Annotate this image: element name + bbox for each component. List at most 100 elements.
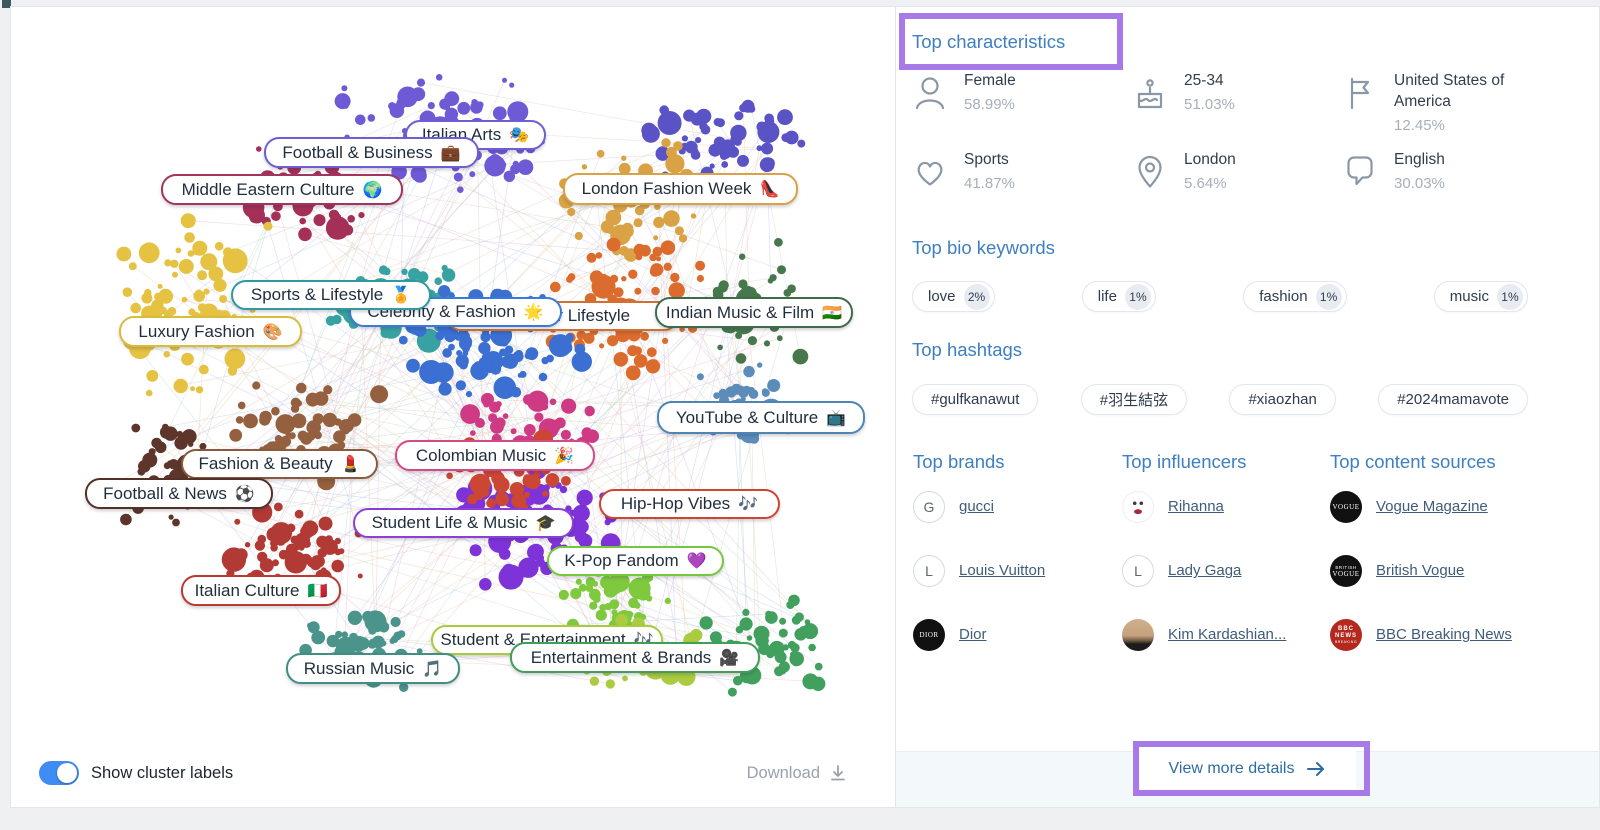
view-more-details-button[interactable]: View more details bbox=[1140, 748, 1356, 789]
cluster-label-italian-culture[interactable]: Italian Culture 🇮🇹 bbox=[181, 575, 341, 606]
cluster-label-text: Fashion & Beauty bbox=[198, 454, 333, 473]
show-cluster-labels-toggle[interactable] bbox=[39, 761, 79, 785]
hashtags-row: #gulfkanawut #羽生結弦 #xiaozhan #2024mamavote bbox=[912, 384, 1528, 415]
cluster-label-colombian-music[interactable]: Colombian Music 🎉 bbox=[395, 440, 595, 471]
entity-link-gucci[interactable]: gucci bbox=[959, 498, 995, 516]
cluster-label-fashion-beauty[interactable]: Fashion & Beauty 💄 bbox=[181, 449, 378, 479]
luxury-fashion-emoji-icon: 🎨 bbox=[262, 323, 283, 341]
bio-keyword-pill-music: music 1% bbox=[1433, 281, 1528, 312]
cluster-label-football-news[interactable]: Football & News ⚽ bbox=[85, 478, 273, 509]
italian-culture-emoji-icon: 🇮🇹 bbox=[307, 582, 328, 600]
column-heading: Top influencers bbox=[1122, 451, 1247, 472]
russian-music-emoji-icon: 🎵 bbox=[422, 660, 443, 678]
hashtag-text: #2024mamavote bbox=[1397, 391, 1509, 408]
cluster-label-k-pop-fandom[interactable]: K-Pop Fandom 💜 bbox=[547, 546, 724, 576]
entity-link-dior[interactable]: Dior bbox=[959, 626, 987, 644]
letter-avatar: L bbox=[1122, 555, 1154, 587]
view-more-details-label: View more details bbox=[1168, 759, 1295, 777]
cluster-label-middle-eastern-culture[interactable]: Middle Eastern Culture 🌍 bbox=[161, 174, 403, 205]
vogue-logo-avatar: VOGUE bbox=[1330, 491, 1362, 523]
stat-label: United States of America bbox=[1394, 72, 1505, 110]
entity-row-british-vogue: BRITISH VOGUE British Vogue bbox=[1330, 555, 1560, 587]
cluster-label-text: Student Life & Music bbox=[371, 513, 528, 532]
sports-lifestyle-emoji-icon: 🏅 bbox=[391, 287, 412, 304]
cluster-label-text: Football & Business bbox=[282, 142, 433, 162]
entity-row-bbc-breaking-news: BBC NEWS BREAKING BBC Breaking News bbox=[1330, 619, 1560, 651]
cluster-label-luxury-fashion[interactable]: Luxury Fashion 🎨 bbox=[119, 316, 302, 347]
top-characteristics-panel: Top characteristics Female 58.99% 25-34 … bbox=[895, 7, 1599, 807]
cluster-label-text: Russian Music bbox=[303, 658, 415, 678]
cluster-label-football-business[interactable]: Football & Business 💼 bbox=[264, 137, 479, 168]
keyword-percent-badge: 2% bbox=[963, 283, 990, 310]
cluster-label-student-life-music[interactable]: Student Life & Music 🎓 bbox=[353, 508, 574, 538]
entity-row-kim-kardashian: Kim Kardashian... bbox=[1122, 619, 1330, 651]
chat-icon bbox=[1342, 150, 1378, 197]
cluster-label-text: Luxury Fashion bbox=[138, 321, 255, 341]
entity-link-kim-kardashian[interactable]: Kim Kardashian... bbox=[1168, 626, 1287, 644]
bio-keyword-pill-fashion: fashion 1% bbox=[1243, 281, 1347, 312]
cluster-label-text: London Fashion Week bbox=[581, 179, 752, 198]
entity-link-rihanna[interactable]: Rihanna bbox=[1168, 498, 1224, 516]
football-news-emoji-icon: ⚽ bbox=[234, 485, 255, 503]
keyword-percent-badge: 1% bbox=[1496, 283, 1523, 310]
stat-london: London 5.64% bbox=[1132, 150, 1342, 197]
hashtag-pill-2: #羽生結弦 bbox=[1080, 384, 1188, 415]
stat-sports: Sports 41.87% bbox=[912, 150, 1132, 197]
entity-link-louis-vuitton[interactable]: Louis Vuitton bbox=[959, 562, 1046, 580]
cluster-label-indian-music-film[interactable]: Indian Music & Film 🇮🇳 bbox=[655, 297, 853, 328]
pin-icon bbox=[1132, 150, 1168, 197]
report-widget: Italian Arts 🎭 Football & Business 💼 Middle … bbox=[10, 6, 1600, 808]
entity-link-vogue-magazine[interactable]: Vogue Magazine bbox=[1376, 498, 1488, 516]
cluster-label-text: Middle Eastern Culture bbox=[181, 179, 355, 199]
colombian-music-emoji-icon: 🎉 bbox=[554, 447, 575, 465]
cluster-label-sports-lifestyle[interactable]: Sports & Lifestyle 🏅 bbox=[231, 280, 431, 310]
cluster-label-london-fashion-week[interactable]: London Fashion Week 👠 bbox=[563, 173, 798, 205]
fashion-beauty-emoji-icon: 💄 bbox=[340, 456, 361, 473]
keyword-text: fashion bbox=[1259, 288, 1308, 305]
entity-link-bbc-breaking-news[interactable]: BBC Breaking News bbox=[1376, 626, 1512, 644]
entity-link-lady-gaga[interactable]: Lady Gaga bbox=[1168, 562, 1242, 580]
stat-english: English 30.03% bbox=[1342, 150, 1572, 197]
cluster-label-text: Sports & Lifestyle bbox=[250, 285, 384, 304]
cluster-label-entertainment-brands[interactable]: Entertainment & Brands 🎥 bbox=[510, 642, 760, 673]
stat-25-34: 25-34 51.03% bbox=[1132, 71, 1342, 134]
profile-photo-avatar bbox=[1122, 619, 1154, 651]
stat-value: 30.03% bbox=[1394, 174, 1445, 192]
keyword-text: love bbox=[928, 288, 956, 305]
toggle-label: Show cluster labels bbox=[91, 763, 234, 782]
cluster-label-text: Hip-Hop Vibes bbox=[620, 494, 731, 513]
cluster-label-text: Italian Culture bbox=[194, 580, 300, 600]
cluster-label-youtube-culture[interactable]: YouTube & Culture 📺 bbox=[657, 401, 865, 434]
entity-columns: Top brands G gucci L Louis Vuitton DIOR Dio… bbox=[913, 451, 1560, 683]
stat-value: 41.87% bbox=[964, 174, 1015, 192]
cluster-graph[interactable]: Italian Arts 🎭 Football & Business 💼 Middle … bbox=[11, 7, 895, 752]
bio-keywords-row: love 2% life 1% fashion 1% music 1% bbox=[912, 281, 1528, 312]
viz-footer: Show cluster labels Download bbox=[11, 751, 895, 795]
download-button[interactable]: Download bbox=[747, 764, 847, 783]
stat-label: English bbox=[1394, 150, 1445, 168]
cluster-label-hip-hop-vibes[interactable]: Hip-Hop Vibes 🎶 bbox=[599, 489, 780, 519]
dior-logo-avatar: DIOR bbox=[913, 619, 945, 651]
profile-photo-avatar bbox=[1122, 491, 1154, 523]
football-business-emoji-icon: 💼 bbox=[440, 144, 461, 162]
column-heading: Top content sources bbox=[1330, 451, 1496, 472]
keyword-text: life bbox=[1097, 288, 1117, 305]
youtube-culture-emoji-icon: 📺 bbox=[826, 409, 847, 427]
hashtag-pill-1: #gulfkanawut bbox=[912, 384, 1039, 415]
entity-link-british-vogue[interactable]: British Vogue bbox=[1376, 562, 1465, 580]
entertainment-brands-emoji-icon: 🎥 bbox=[719, 649, 740, 667]
middle-eastern-culture-emoji-icon: 🌍 bbox=[362, 181, 383, 199]
student-life-music-emoji-icon: 🎓 bbox=[535, 515, 556, 532]
panel-title: Top characteristics bbox=[912, 31, 1066, 52]
cluster-label-russian-music[interactable]: Russian Music 🎵 bbox=[286, 653, 460, 684]
column-top-brands: Top brands G gucci L Louis Vuitton DIOR Dio… bbox=[913, 451, 1122, 683]
heart-icon bbox=[912, 150, 948, 197]
entity-row-vogue-magazine: VOGUE Vogue Magazine bbox=[1330, 491, 1560, 523]
cluster-label-text: Colombian Music bbox=[415, 445, 547, 465]
stat-value: 5.64% bbox=[1184, 174, 1227, 192]
indian-music-film-emoji-icon: 🇮🇳 bbox=[822, 304, 843, 322]
hip-hop-vibes-emoji-icon: 🎶 bbox=[738, 496, 759, 513]
stat-label: London bbox=[1184, 150, 1236, 168]
london-fashion-week-emoji-icon: 👠 bbox=[759, 181, 780, 198]
